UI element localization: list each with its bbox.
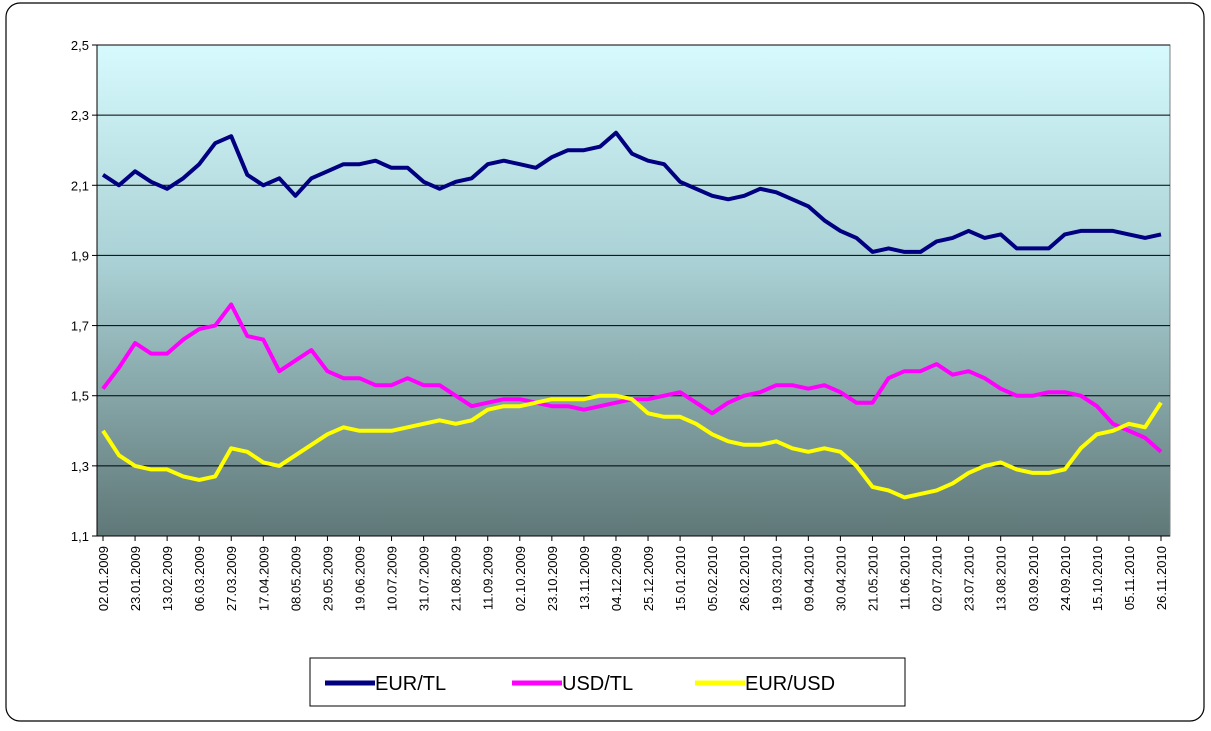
x-tick-label: 04.12.2009 [609, 546, 624, 611]
x-tick-label: 08.05.2009 [288, 546, 303, 611]
y-tick-label: 2,3 [71, 108, 89, 123]
x-tick-label: 03.09.2010 [1026, 546, 1041, 611]
y-tick-label: 2,5 [71, 38, 89, 53]
plot-area [96, 44, 1171, 537]
y-tick-label: 1,7 [71, 319, 89, 334]
y-tick-label: 1,3 [71, 459, 89, 474]
x-tick-label: 23.10.2009 [545, 546, 560, 611]
x-tick-label: 11.06.2010 [898, 546, 913, 610]
x-tick-label: 02.01.2009 [96, 546, 111, 611]
x-tick-label: 05.11.2010 [1122, 546, 1137, 610]
x-tick-label: 29.05.2009 [320, 546, 335, 611]
y-tick-label: 1,1 [71, 529, 89, 544]
x-tick-label: 10.07.2009 [385, 546, 400, 611]
x-tick-label: 13.02.2009 [160, 546, 175, 611]
legend-label: USD/TL [562, 673, 633, 695]
x-tick-label: 17.04.2009 [256, 546, 271, 611]
x-tick-label: 06.03.2009 [192, 546, 207, 611]
y-tick-label: 1,5 [71, 389, 89, 404]
x-tick-label: 21.05.2010 [865, 546, 880, 611]
line-series [101, 393, 1163, 500]
x-tick-label: 23.07.2010 [962, 546, 977, 611]
x-tick-label: 15.10.2010 [1090, 546, 1105, 611]
x-tick-label: 31.07.2009 [417, 546, 432, 611]
y-tick-label: 1,9 [71, 248, 89, 263]
x-tick-label: 15.01.2010 [673, 546, 688, 611]
x-tick-label: 21.08.2009 [449, 546, 464, 611]
x-tick-label: 02.07.2010 [930, 546, 945, 611]
x-tick-label: 11.09.2009 [481, 546, 496, 610]
x-tick-label: 02.10.2009 [513, 546, 528, 611]
x-tick-label: 19.06.2009 [352, 546, 367, 611]
y-tick-label: 2,1 [71, 178, 89, 193]
legend-box [309, 657, 906, 707]
x-tick-label: 09.04.2010 [801, 546, 816, 611]
x-tick-label: 26.11.2010 [1154, 546, 1169, 610]
x-tick-label: 26.02.2010 [737, 546, 752, 611]
x-tick-label: 05.02.2010 [705, 546, 720, 611]
legend-label: EUR/USD [745, 673, 835, 695]
x-tick-label: 23.01.2009 [128, 546, 143, 611]
x-tick-label: 13.08.2010 [994, 546, 1009, 611]
x-tick-label: 19.03.2010 [769, 546, 784, 611]
x-tick-label: 27.03.2009 [224, 546, 239, 611]
x-tick-label: 25.12.2009 [641, 546, 656, 611]
legend-label: EUR/TL [375, 673, 446, 695]
x-tick-label: 13.11.2009 [577, 546, 592, 610]
x-tick-label: 24.09.2010 [1058, 546, 1073, 611]
x-tick-label: 30.04.2010 [833, 546, 848, 611]
line-series [101, 130, 1162, 254]
